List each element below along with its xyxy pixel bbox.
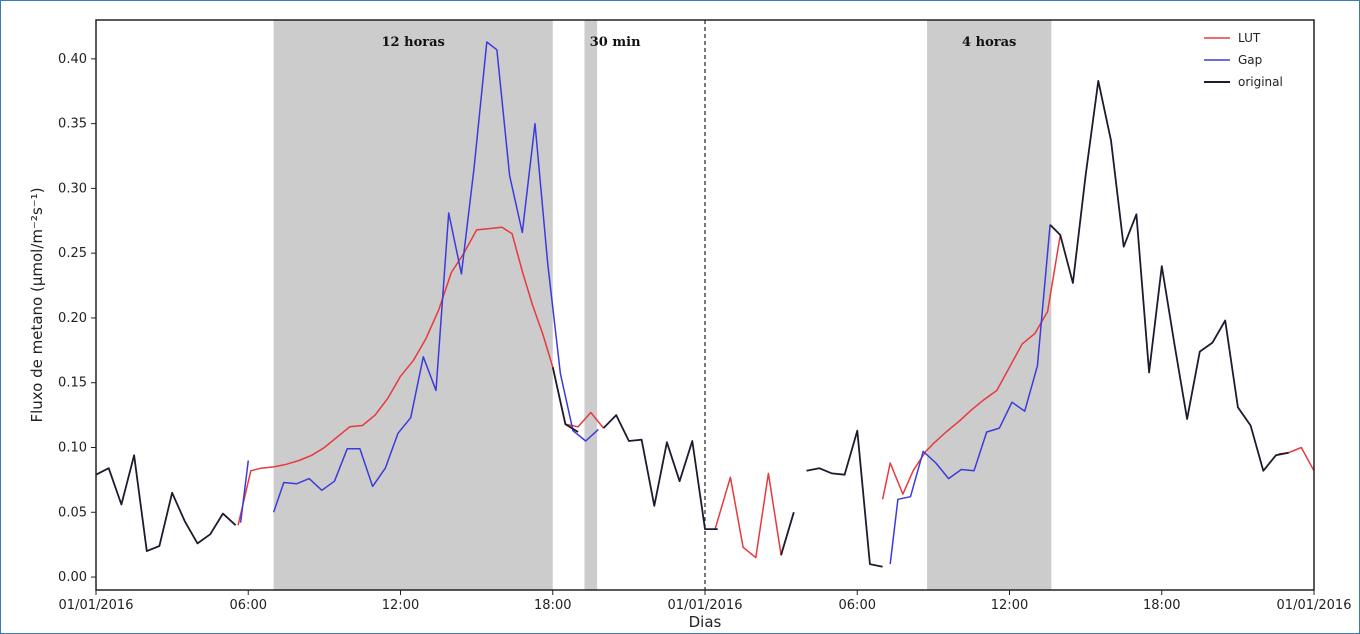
series-original-segment-4 [806,429,883,568]
gap-regions [273,20,1052,590]
gap-region-2 [927,20,1052,590]
y-tick-label-7: 0.35 [58,117,87,132]
series-original-segment-3 [780,512,795,556]
series-lut-segment-3 [1278,446,1315,472]
series-gap-segment-2 [889,224,1051,565]
y-tick-label-1: 0.05 [58,505,87,520]
legend-label-lut: LUT [1238,31,1261,45]
legend: LUT Gap original [1204,31,1283,89]
series-original-segment-0 [95,454,237,552]
y-tick-label-2: 0.10 [58,441,87,456]
x-tick-label-5: 06:00 [839,598,876,613]
y-tick-label-3: 0.15 [58,376,87,391]
x-tick-label-6: 12:00 [991,598,1028,613]
y-tick-label-6: 0.30 [58,181,87,196]
x-tick-label-0: 01/01/2016 [59,598,134,613]
gap-region-0 [273,20,553,590]
y-tick-label-8: 0.40 [58,52,87,67]
series-gap-segment-0 [239,460,250,523]
series-lut-segment-2 [881,234,1062,500]
y-tick-label-0: 0.00 [58,570,87,585]
x-tick-label-4: 01/01/2016 [668,598,743,613]
series-lut-segment-1 [714,472,795,559]
y-axis-ticks: 0.00 0.05 0.10 0.15 0.20 0.25 0.30 0.35 0.40 [58,52,96,585]
series-original-segment-1 [551,367,579,433]
gap-region-1 [584,20,598,590]
x-tick-label-3: 18:00 [534,598,571,613]
x-tick-label-2: 12:00 [382,598,419,613]
x-tick-label-7: 18:00 [1143,598,1180,613]
series-lut-segment-0 [237,226,605,526]
x-tick-label-1: 06:00 [230,598,267,613]
x-axis-ticks: 01/01/2016 06:00 12:00 18:00 01/01/2016 06:00… [59,590,1352,613]
y-axis-label: Fluxo de metano (μmol/m⁻²s⁻¹) [28,187,46,422]
series-lines [95,41,1315,568]
gap-label-0: 12 horas [382,35,445,50]
legend-label-original: original [1238,75,1283,89]
series-gap-segment-1 [272,41,599,513]
legend-label-gap: Gap [1238,53,1262,67]
gap-label-2: 4 horas [962,35,1016,50]
y-tick-label-4: 0.20 [58,311,87,326]
gap-annotations: 12 horas 30 min 4 horas [382,35,1017,50]
y-tick-label-5: 0.25 [58,246,87,261]
series-original-segment-2 [602,414,718,530]
x-axis-label: Dias [689,613,722,631]
x-tick-label-8: 01/01/2016 [1277,598,1352,613]
series-original-segment-5 [1049,80,1289,472]
gap-label-1: 30 min [590,35,641,50]
